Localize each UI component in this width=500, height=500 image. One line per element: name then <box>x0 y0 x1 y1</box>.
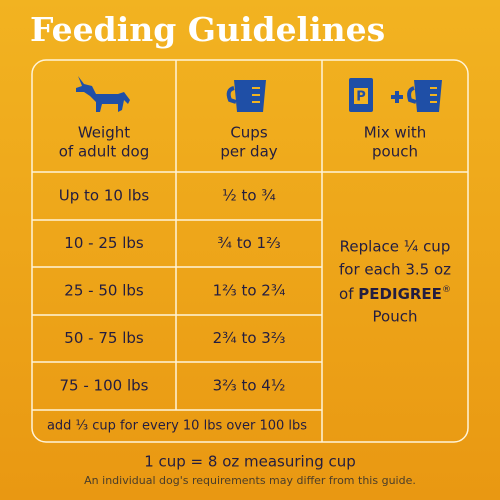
header: Mix with <box>364 124 427 142</box>
cups-cell: 2¾ to 3⅔ <box>213 329 286 347</box>
mix-text: Pouch <box>373 308 418 326</box>
header: per day <box>220 143 277 161</box>
dog-icon <box>76 76 130 112</box>
brand: PEDIGREE <box>358 285 442 303</box>
weight-cell: 50 - 75 lbs <box>64 329 144 347</box>
pouch-letter: P <box>356 90 366 105</box>
note: add ⅓ cup for every 10 lbs over 100 lbs <box>47 419 307 434</box>
mix-text: for each 3.5 oz <box>339 261 451 279</box>
mix-text: of <box>339 285 354 303</box>
table: P Weight of adult dog Cups per day Mix w… <box>31 59 469 443</box>
header: of adult dog <box>59 143 149 161</box>
table-border <box>31 59 469 443</box>
header: pouch <box>372 143 418 161</box>
weight-cell: 75 - 100 lbs <box>60 377 149 395</box>
weight-cell: 10 - 25 lbs <box>64 234 144 252</box>
cups-cell: 3⅔ to 4½ <box>213 377 286 395</box>
plus-icon <box>391 91 403 103</box>
weight-cell: Up to 10 lbs <box>59 187 150 205</box>
measure-note: 1 cup = 8 oz measuring cup <box>144 453 356 471</box>
cup-icon <box>407 80 442 112</box>
title: Feeding Guidelines <box>30 10 385 49</box>
registered-mark: ® <box>442 285 451 295</box>
mix-text: of PEDIGREE® <box>339 285 451 303</box>
rows: Up to 10 lbs ½ to ¾ 10 - 25 lbs ¾ to 1⅔ 25 -… <box>59 187 286 395</box>
mix-text: Replace ¼ cup <box>340 238 451 256</box>
weight-cell: 25 - 50 lbs <box>64 282 144 300</box>
cups-cell: 1⅔ to 2¾ <box>213 282 286 300</box>
disclaimer: An individual dog's requirements may dif… <box>84 474 416 487</box>
cups-cell: ½ to ¾ <box>222 187 276 205</box>
cups-cell: ¾ to 1⅔ <box>217 234 280 252</box>
cup-icon <box>226 80 266 112</box>
pouch-icon: P <box>349 78 373 112</box>
header: Weight <box>78 124 130 142</box>
header: Cups <box>230 124 268 142</box>
